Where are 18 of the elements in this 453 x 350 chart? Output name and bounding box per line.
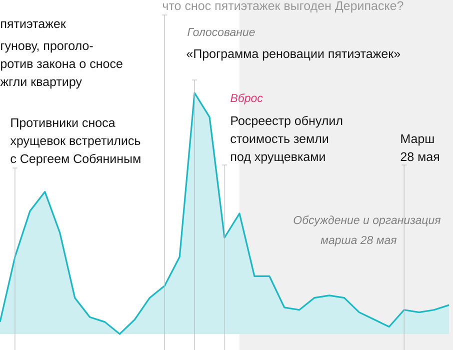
annotation: марша 28 мая bbox=[320, 236, 397, 246]
text: ротив закона о сносе bbox=[1, 61, 122, 71]
annotation: под хрущевками bbox=[231, 154, 325, 164]
annotation: Противники сноса bbox=[11, 118, 116, 130]
annotation: 28 мая bbox=[400, 152, 440, 162]
text: что снос пятиэтажек выгоден Дерипаске? bbox=[162, 1, 404, 13]
text: пятиэтажек bbox=[1, 21, 66, 28]
annotation: стоимость земли bbox=[230, 136, 328, 144]
annotation: Росреестр обнулил bbox=[231, 116, 342, 128]
annotation: Марш bbox=[401, 134, 434, 146]
text: жгли квартиру bbox=[0, 79, 82, 89]
text: Голосование bbox=[188, 28, 255, 36]
annotation: Обсуждение и организация bbox=[294, 216, 441, 226]
annotation: Вброс bbox=[230, 94, 263, 104]
annotation: хрущевок встретились bbox=[10, 138, 140, 148]
annotation: с Сергеем Собяниным bbox=[10, 154, 140, 166]
text: «Программа реновации пятиэтажек» bbox=[186, 49, 400, 61]
text: гунову, проголо- bbox=[1, 43, 93, 53]
